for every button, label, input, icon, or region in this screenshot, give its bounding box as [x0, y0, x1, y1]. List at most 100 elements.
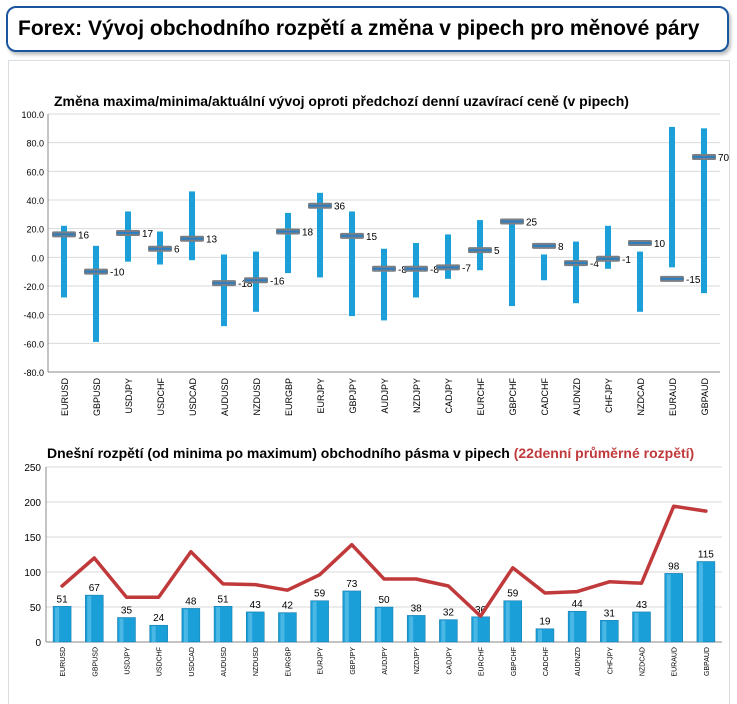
- current-marker-center: [341, 234, 363, 237]
- spread-bar-highlight: [570, 612, 575, 642]
- current-marker-center: [597, 257, 619, 260]
- current-value-label: -4: [590, 259, 599, 270]
- current-marker-center: [565, 262, 587, 265]
- spread-bar-highlight: [87, 596, 92, 642]
- spread-bar-highlight: [216, 607, 221, 642]
- current-value-label: 13: [206, 235, 218, 246]
- bar-value-label: 38: [411, 603, 423, 614]
- current-marker-center: [533, 244, 555, 247]
- bar-value-label: 24: [153, 613, 165, 624]
- x-tick-label: NZDUSD: [253, 647, 260, 676]
- range-bar: [189, 191, 195, 261]
- y-tick-label: 200: [24, 498, 41, 509]
- spread-bar-highlight: [409, 616, 414, 642]
- bar-value-label: 98: [668, 561, 680, 572]
- x-tick-label: AUDNZD: [572, 378, 582, 416]
- current-marker-center: [629, 242, 651, 244]
- range-bar: [669, 126, 675, 268]
- spread-bar-highlight: [55, 607, 60, 642]
- y-tick-label: -80.0: [23, 368, 44, 378]
- current-value-label: -8: [430, 265, 439, 276]
- chart1-title-text: Změna maxima/minima/aktuální vývoj oprot…: [54, 93, 629, 109]
- bar-value-label: 73: [346, 579, 358, 590]
- spread-bar-highlight: [183, 609, 188, 642]
- current-value-label: -1: [622, 255, 631, 266]
- range-bar: [125, 211, 131, 262]
- y-tick-label: -60.0: [23, 339, 44, 349]
- range-bar: [477, 220, 483, 271]
- x-tick-label: CADCHF: [543, 647, 550, 676]
- y-tick-label: -40.0: [23, 311, 44, 321]
- current-marker-center: [469, 249, 491, 252]
- bar-value-label: 44: [572, 599, 584, 610]
- y-tick-label: 250: [24, 463, 41, 474]
- y-tick-label: 60.0: [26, 167, 44, 177]
- x-tick-label: GBPAUD: [704, 647, 711, 676]
- x-tick-label: CADCHF: [540, 377, 550, 415]
- current-value-label: 17: [142, 229, 154, 240]
- x-tick-label: USDCAD: [188, 378, 198, 417]
- range-bar: [381, 248, 387, 321]
- x-tick-label: NZDJPY: [412, 378, 422, 413]
- current-value-label: 70: [718, 153, 730, 164]
- bar-value-label: 51: [57, 594, 69, 605]
- range-bar: [637, 251, 643, 312]
- current-marker-center: [277, 230, 299, 233]
- x-tick-label: AUDUSD: [221, 647, 228, 677]
- x-tick-label: CHFJPY: [607, 647, 614, 675]
- current-marker-center: [693, 156, 715, 158]
- spread-bar-highlight: [698, 562, 703, 642]
- y-tick-label: 150: [24, 533, 41, 544]
- x-tick-label: GBPJPY: [350, 647, 357, 675]
- x-tick-label: AUDJPY: [382, 647, 389, 675]
- current-marker-center: [405, 267, 427, 270]
- x-tick-label: CHFJPY: [604, 378, 614, 413]
- current-marker-center: [213, 282, 235, 285]
- spread-bar-highlight: [441, 620, 446, 642]
- x-tick-label: CADJPY: [444, 378, 454, 414]
- current-marker-center: [501, 220, 523, 223]
- spread-bar-highlight: [505, 601, 510, 642]
- x-tick-label: EURCHF: [479, 647, 486, 676]
- chart2-title: Dnešní rozpětí (od minima po maximum) ob…: [47, 445, 694, 461]
- range-bar: [445, 234, 451, 279]
- x-tick-label: GBPJPY: [348, 378, 358, 414]
- range-bar: [509, 221, 515, 307]
- current-value-label: 15: [366, 232, 378, 243]
- range-bar: [221, 254, 227, 327]
- current-marker-center: [181, 237, 203, 240]
- x-tick-label: USDJPY: [124, 378, 134, 414]
- spread-bar-highlight: [666, 574, 671, 642]
- y-tick-label: 20.0: [26, 225, 44, 235]
- current-value-label: 5: [494, 246, 500, 257]
- current-marker-center: [85, 270, 107, 273]
- spread-bar-highlight: [280, 613, 285, 642]
- current-value-label: 18: [302, 228, 314, 239]
- y-tick-label: 50: [30, 603, 42, 614]
- current-marker-center: [661, 277, 683, 280]
- range-bar: [317, 192, 323, 278]
- range-bar: [605, 225, 611, 269]
- spread-bar-highlight: [344, 591, 349, 642]
- current-value-label: -8: [398, 265, 407, 276]
- current-value-label: 16: [78, 230, 90, 241]
- x-tick-label: EURUSD: [60, 647, 67, 677]
- bar-value-label: 43: [250, 600, 262, 611]
- range-bar: [573, 241, 579, 304]
- page-title: Forex: Vývoj obchodního rozpětí a změna …: [18, 17, 700, 40]
- x-tick-label: NZDCAD: [640, 647, 647, 676]
- range-bar: [541, 254, 547, 281]
- bar-value-label: 42: [282, 601, 294, 612]
- current-value-label: 25: [526, 218, 538, 229]
- x-tick-label: CADJPY: [446, 647, 453, 675]
- spread-bar-highlight: [473, 617, 478, 642]
- spread-bar-highlight: [634, 612, 639, 642]
- bar-value-label: 32: [443, 608, 455, 619]
- spread-bar-highlight: [151, 626, 156, 642]
- current-marker-center: [309, 204, 331, 207]
- x-tick-label: AUDUSD: [220, 378, 230, 417]
- current-marker-center: [53, 233, 75, 236]
- current-value-label: -16: [270, 276, 285, 287]
